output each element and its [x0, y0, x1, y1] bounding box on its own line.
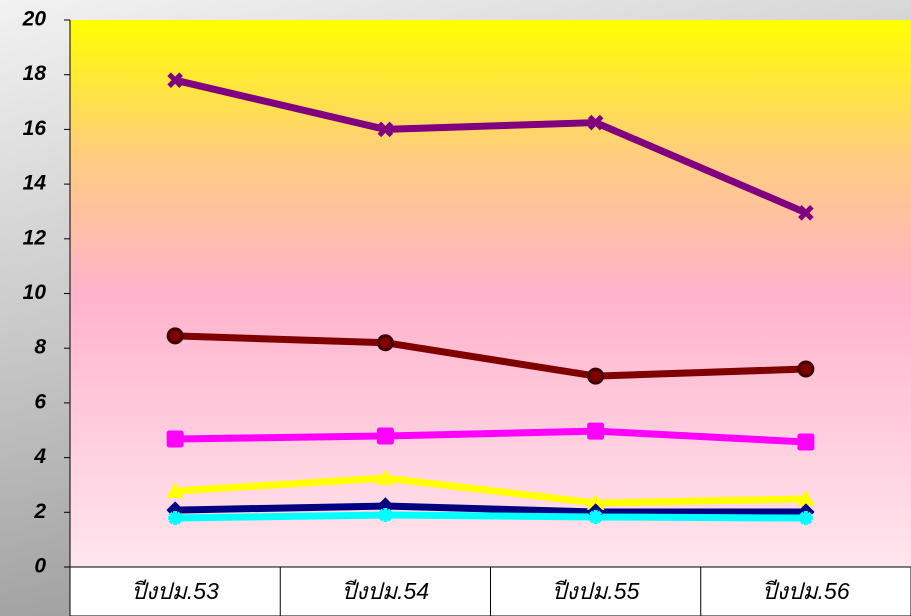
plot-area [70, 20, 911, 567]
x-tick-label: ปีงปม.54 [342, 578, 430, 604]
y-tick-label: 10 [23, 281, 47, 304]
marker [378, 508, 393, 523]
y-tick-label: 12 [23, 226, 47, 249]
y-tick-label: 20 [22, 8, 47, 31]
x-tick-label: ปีงปม.53 [131, 578, 219, 604]
marker [168, 511, 183, 526]
y-tick-label: 2 [33, 500, 46, 523]
series-line [174, 474, 806, 507]
y-tick-label: 8 [34, 336, 46, 359]
marker [376, 469, 395, 486]
marker [587, 114, 604, 131]
series-line [175, 427, 807, 446]
y-tick-label: 6 [34, 390, 46, 413]
marker [166, 430, 184, 448]
marker [377, 121, 394, 138]
x-tick-label: ปีงปม.55 [552, 578, 640, 604]
y-tick-label: 16 [23, 117, 47, 140]
marker [588, 509, 603, 524]
series-line [175, 332, 806, 380]
marker [797, 433, 815, 451]
marker [376, 334, 394, 352]
series-line [175, 511, 806, 522]
y-tick-label: 14 [23, 172, 47, 195]
marker [798, 205, 814, 221]
marker [166, 327, 184, 345]
series-line [175, 502, 806, 516]
marker [376, 427, 394, 445]
y-tick-label: 18 [23, 62, 47, 85]
series-line [174, 76, 808, 217]
y-tick-label: 0 [34, 555, 46, 578]
marker [587, 367, 605, 385]
marker [797, 360, 815, 378]
y-tick-label: 4 [33, 445, 46, 468]
marker [798, 511, 813, 526]
x-tick-label: ปีงปม.56 [762, 578, 850, 604]
marker [167, 72, 183, 88]
marker [166, 481, 184, 498]
marker [587, 422, 605, 440]
